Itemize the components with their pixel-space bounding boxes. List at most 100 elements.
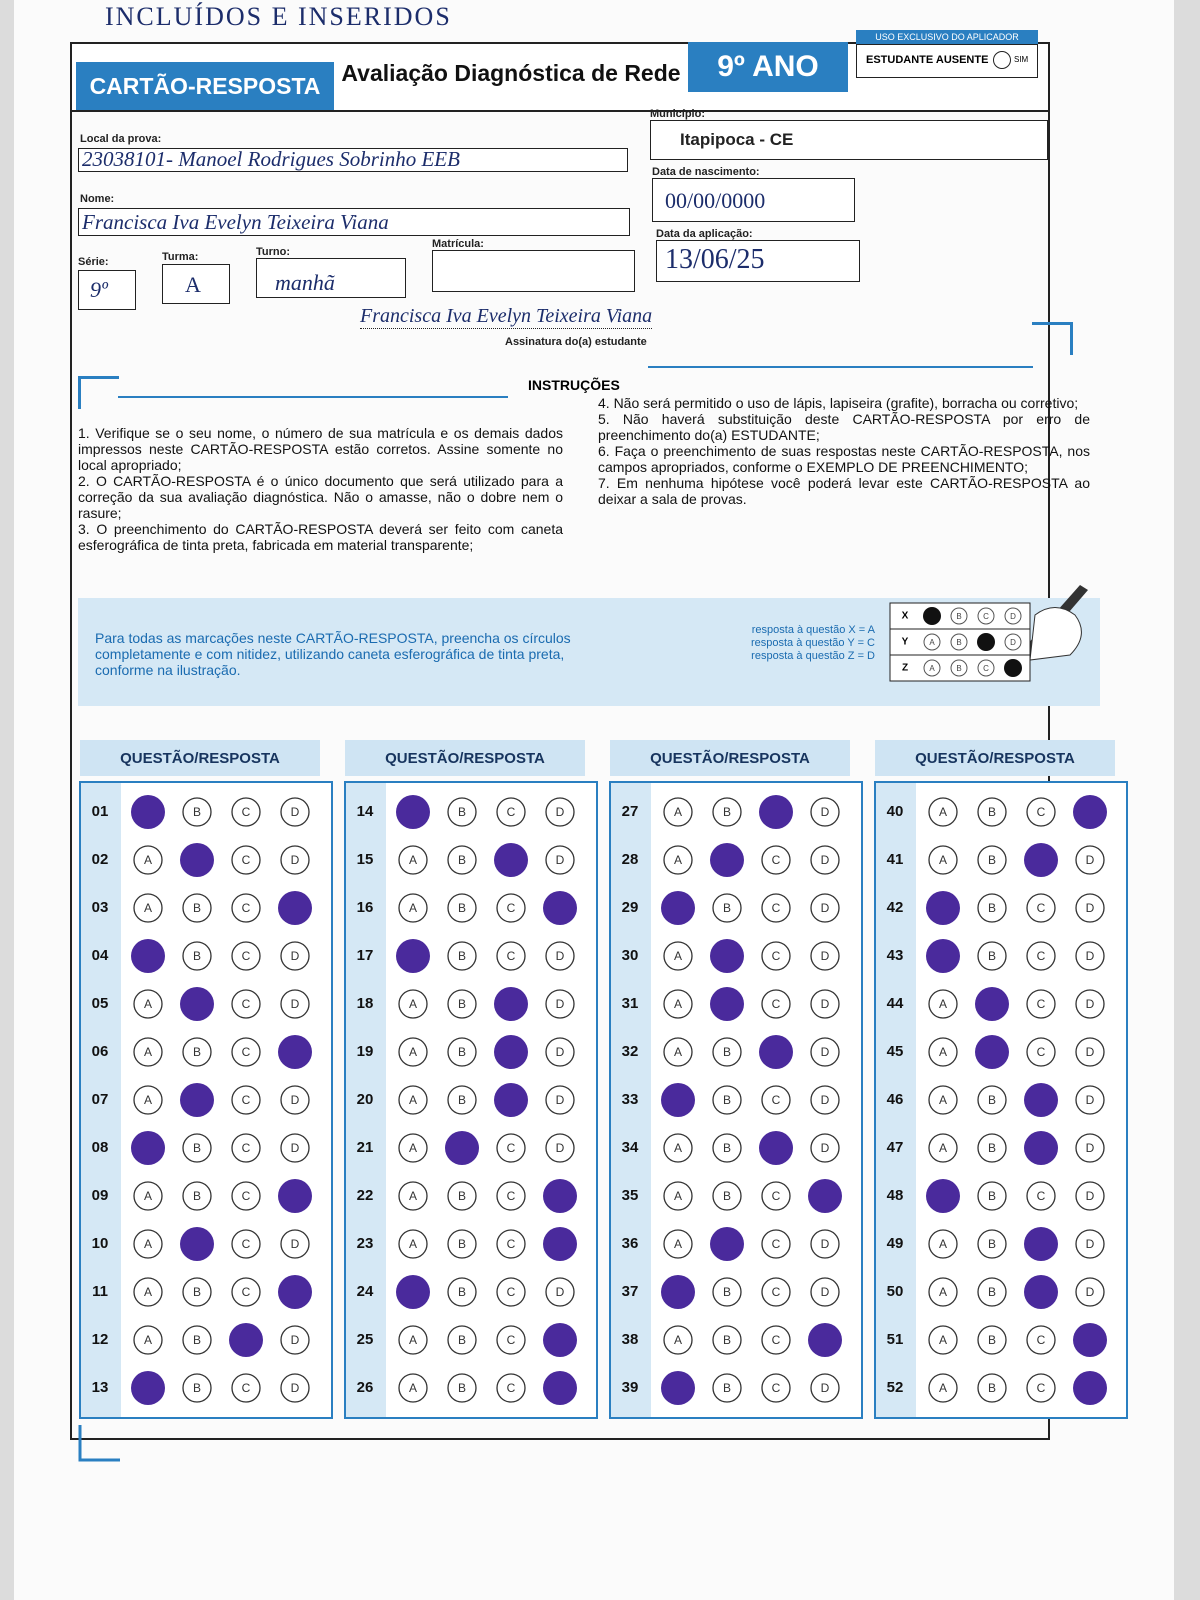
bubble-letter: A [674,1237,682,1251]
bubble-letter: A [674,997,682,1011]
bubble [810,845,840,875]
bubble-letter: C [507,1237,516,1251]
filled-bubble [759,795,793,829]
bubble [810,797,840,827]
question-number: 25 [357,1331,374,1348]
bubble [1075,893,1105,923]
bubble [398,1133,428,1163]
bubble-letter: B [193,949,201,963]
bubble-letter: C [507,805,516,819]
bubble [923,633,941,651]
bubble-letter: C [983,664,989,673]
bubble-letter: A [674,805,682,819]
bubble-letter: B [458,1093,466,1107]
bubble [280,845,310,875]
bubble [182,893,212,923]
bubble-letter: D [291,853,300,867]
bubble [231,941,261,971]
field-label: Local da prova: [80,133,162,145]
bubble-letter: C [772,1189,781,1203]
bubble [712,1277,742,1307]
question-number: 39 [622,1379,639,1396]
bubble [545,845,575,875]
field-value: 00/00/0000 [665,188,766,213]
bubble [545,1037,575,1067]
example-row-label: Y [902,637,909,648]
bubble-letter: D [556,805,565,819]
bubble-letter: C [772,1381,781,1395]
instruction: 5. Não haverá substituição deste CARTÃO-… [598,411,1090,443]
bubble [231,797,261,827]
filled-bubble [710,843,744,877]
filled-bubble [494,1083,528,1117]
bubble [663,1181,693,1211]
instruction: 7. Em nenhuma hipótese você poderá levar… [598,475,1090,507]
question-number: 36 [622,1235,639,1252]
bubble [663,1229,693,1259]
bubble-letter: B [723,1045,731,1059]
bubble-letter: B [988,1141,996,1155]
bubble [810,1085,840,1115]
bubble [1075,1229,1105,1259]
bubble-letter: C [507,1141,516,1155]
bubble-letter: D [821,949,830,963]
bubble [1026,893,1056,923]
bubble-letter: B [458,1381,466,1395]
question-number: 22 [357,1187,374,1204]
field-label: Data da aplicação: [656,228,753,240]
bubble-letter: D [291,805,300,819]
question-number: 47 [887,1139,904,1156]
bubble-letter: B [956,638,961,647]
question-number: 03 [92,899,109,916]
grade: 9º ANO [688,42,848,92]
bubble [545,941,575,971]
bubble-letter: A [939,1237,947,1251]
bubble [977,941,1007,971]
bubble [133,1277,163,1307]
filled-bubble [180,1227,214,1261]
bubble-letter: B [193,1381,201,1395]
absent-yes: SIM [1014,55,1029,64]
question-number: 14 [357,803,374,820]
question-number: 37 [622,1283,639,1300]
question-number: 26 [357,1379,374,1396]
bubble-letter: D [821,997,830,1011]
filled-bubble [710,1227,744,1261]
field-box [256,258,406,298]
bubble [447,989,477,1019]
bubble-letter: D [556,997,565,1011]
bubble-letter: C [1037,1381,1046,1395]
corner-mark [1032,322,1073,355]
filled-bubble [180,1083,214,1117]
bubble-letter: B [988,853,996,867]
bubble [761,845,791,875]
bubble [923,659,941,677]
field-value: 9º [90,277,108,302]
bubble [182,1373,212,1403]
bubble-letter: C [242,805,251,819]
bubble-letter: A [144,1333,152,1347]
filled-bubble [926,1179,960,1213]
bubble [280,1085,310,1115]
question-number: 02 [92,851,109,868]
bubble [133,1085,163,1115]
number-strip [611,783,651,1417]
bubble [280,1373,310,1403]
instruction: 4. Não será permitido o uso de lápis, la… [598,395,1079,411]
question-number: 24 [357,1283,374,1300]
filled-bubble [808,1323,842,1357]
bubble-letter: D [291,1093,300,1107]
bubble [447,1229,477,1259]
bubble [950,659,968,677]
bubble-letter: D [556,1045,565,1059]
field-label: Município: [650,108,705,120]
question-number: 43 [887,947,904,964]
bubble-letter: C [507,901,516,915]
bubble-letter: C [772,1093,781,1107]
bubble-letter: A [144,1045,152,1059]
bubble-letter: A [409,1237,417,1251]
bubble [231,1181,261,1211]
